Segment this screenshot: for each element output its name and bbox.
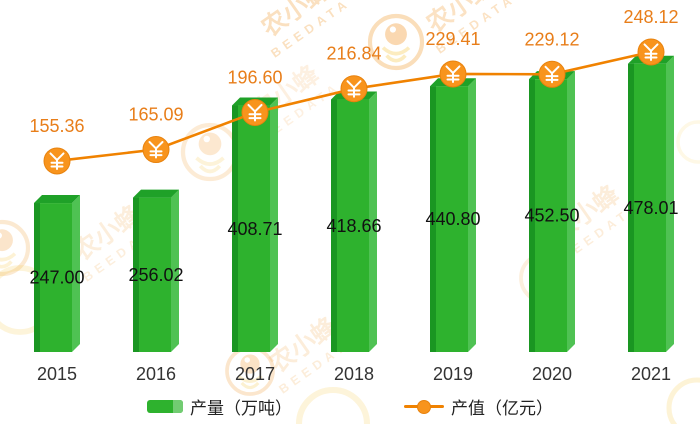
line-point-2020[interactable]	[538, 60, 566, 88]
line-value-label-2015: 155.36	[29, 116, 84, 136]
watermark-bee-icon	[180, 122, 240, 182]
bar-series-swatch-icon	[147, 400, 183, 413]
yuan-icon	[247, 103, 263, 122]
bar-2021[interactable]	[628, 55, 674, 352]
line-point-2017[interactable]	[241, 98, 269, 126]
line-value-label-2020: 229.12	[524, 29, 579, 49]
bar-2019[interactable]	[430, 78, 476, 352]
bar-value-label-2018: 418.66	[326, 216, 381, 236]
line-value-label-2019: 229.41	[425, 29, 480, 49]
legend: 产量（万吨） 产值（亿元）	[0, 394, 700, 419]
watermark-bee-icon	[0, 219, 31, 277]
yuan-icon	[346, 80, 362, 98]
bar-2015[interactable]	[34, 195, 80, 352]
x-axis-label-2017: 2017	[235, 364, 275, 384]
line-point-2018[interactable]	[340, 75, 368, 103]
line-value-label-2017: 196.60	[227, 67, 282, 87]
bar-value-label-2017: 408.71	[227, 219, 282, 239]
line-value-label-2016: 165.09	[128, 105, 183, 125]
line-point-2019[interactable]	[439, 60, 467, 88]
yuan-icon	[445, 65, 461, 83]
bar-value-label-2020: 452.50	[524, 206, 579, 226]
label-layer: 2015 2016 2017 2018 2019 2020 2021 247.00 256.02…	[29, 7, 678, 384]
bar-2017[interactable]	[232, 97, 278, 352]
x-axis-label-2018: 2018	[334, 364, 374, 384]
x-axis-label-2015: 2015	[37, 364, 77, 384]
line-value-label-2018: 216.84	[326, 44, 381, 64]
watermark-bee-icon	[225, 346, 275, 396]
x-axis-label-2021: 2021	[631, 364, 671, 384]
legend-label-production: 产量（万吨）	[190, 399, 292, 418]
line-point-2015[interactable]	[43, 147, 71, 175]
bar-value-label-2016: 256.02	[128, 265, 183, 285]
watermark-bee-icon	[367, 13, 425, 71]
yuan-icon	[148, 141, 164, 159]
yuan-icon	[544, 65, 560, 84]
line-value-label-2021: 248.12	[623, 7, 678, 27]
x-axis-label-2020: 2020	[532, 364, 572, 384]
bar-value-label-2015: 247.00	[29, 268, 84, 288]
x-axis-label-2016: 2016	[136, 364, 176, 384]
line-point-2021[interactable]	[637, 38, 665, 66]
yuan-icon	[643, 43, 659, 61]
legend-label-value: 产值（亿元）	[451, 399, 553, 418]
bar-value-label-2021: 478.01	[623, 198, 678, 218]
line-series	[43, 38, 665, 175]
bar-2016[interactable]	[133, 189, 179, 352]
legend-item-production[interactable]: 产量（万吨）	[147, 394, 292, 419]
x-axis-label-2019: 2019	[433, 364, 473, 384]
watermark-ring	[295, 386, 371, 424]
watermark-ring	[676, 120, 700, 164]
line-point-2016[interactable]	[142, 136, 170, 164]
bar-value-label-2019: 440.80	[425, 209, 480, 229]
bar-2018[interactable]	[331, 91, 377, 352]
legend-item-value[interactable]: 产值（亿元）	[404, 394, 553, 419]
yuan-icon	[49, 152, 65, 170]
line-series-marker-icon	[404, 399, 444, 414]
watermark-ring	[666, 377, 700, 424]
